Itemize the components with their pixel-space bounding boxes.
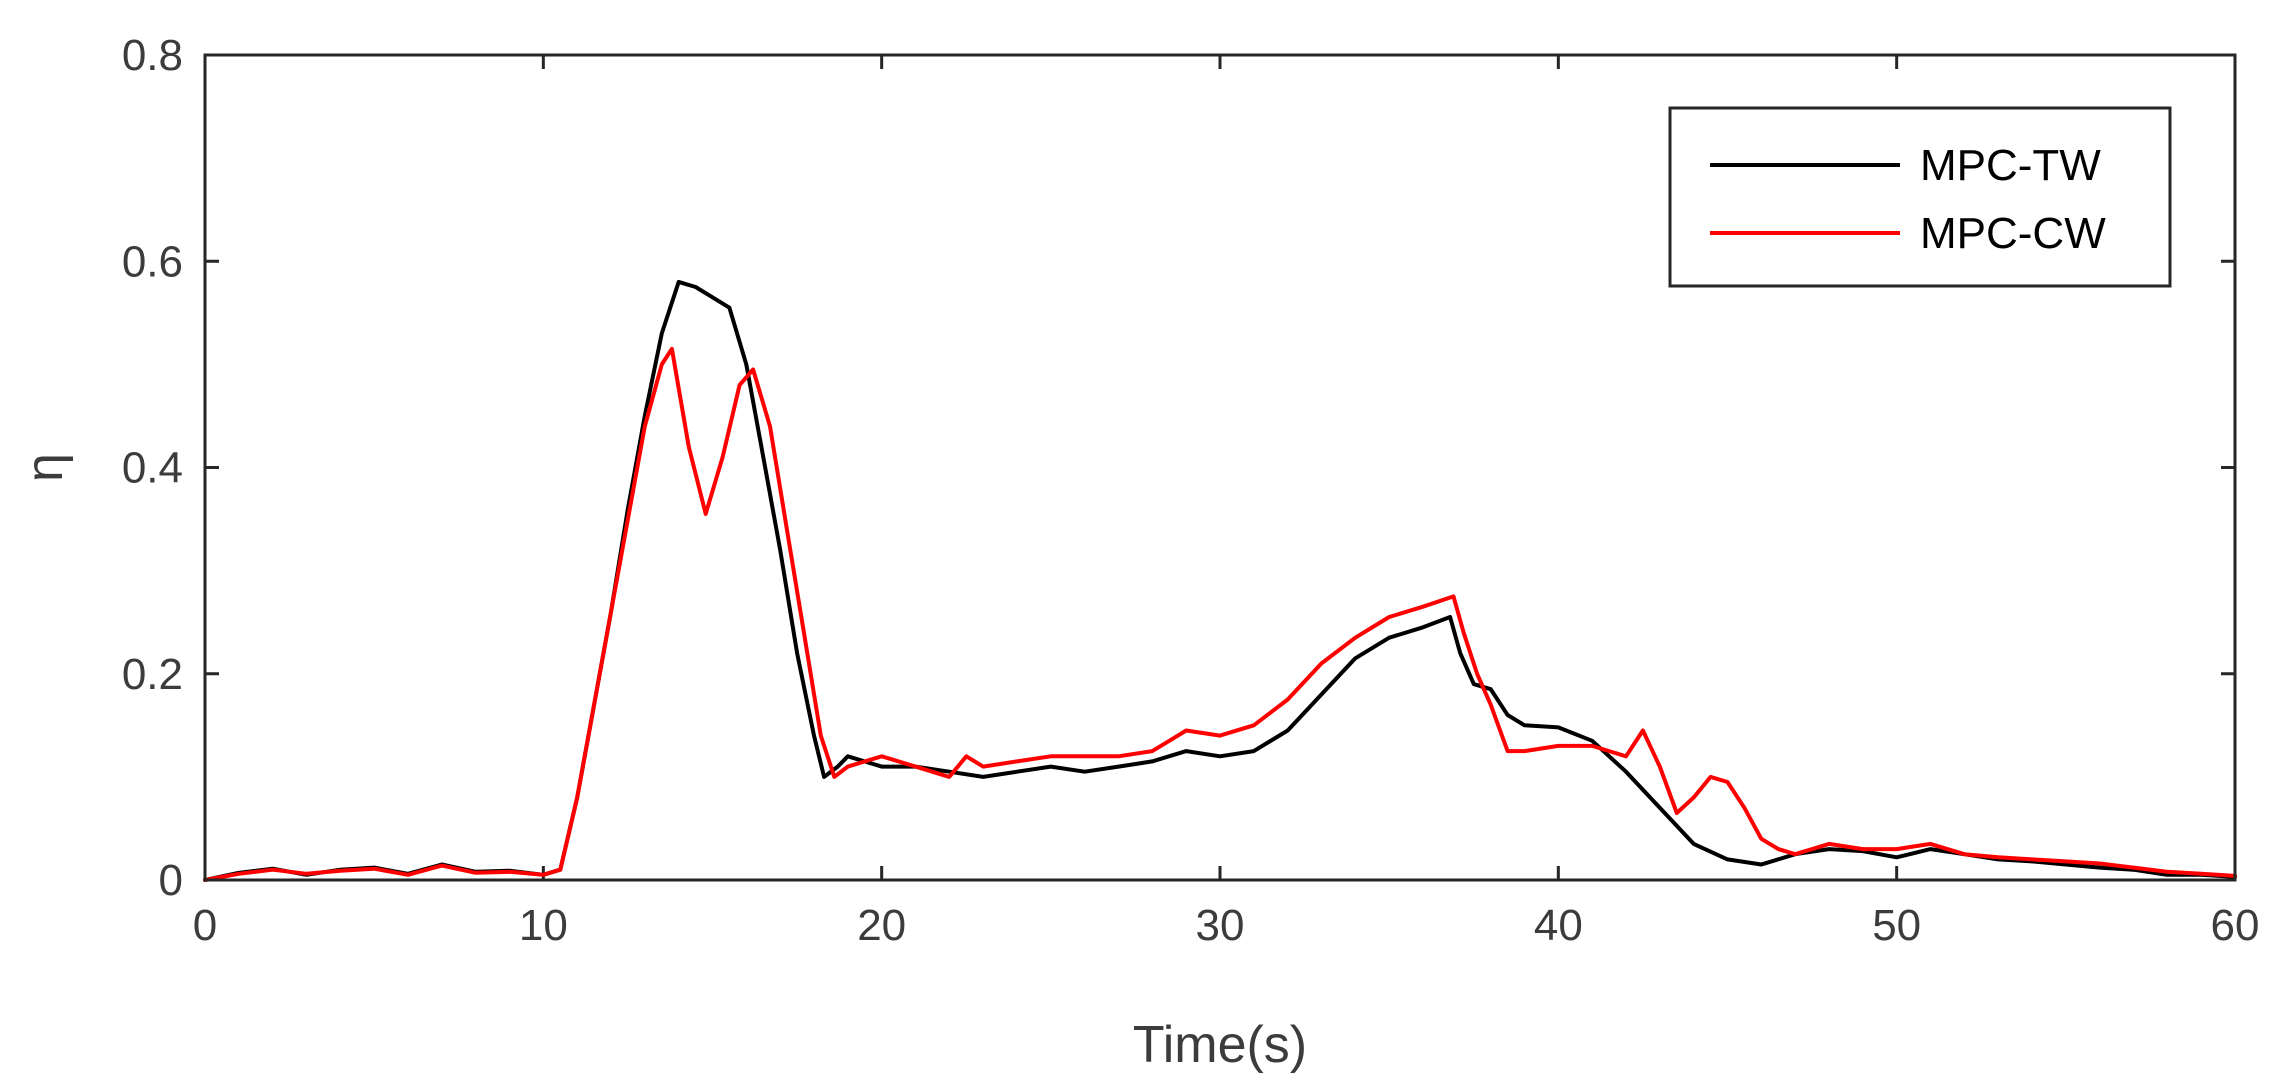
legend-box (1668, 106, 2172, 288)
x-axis-ticks: 0 10 20 30 40 50 60 (193, 55, 2260, 950)
x-tick-label: 10 (519, 901, 568, 950)
y-tick-label: 0.8 (122, 31, 183, 80)
x-axis-label: Time(s) (1133, 1016, 1307, 1074)
series-line-mpc-cw (203, 346, 2237, 882)
x-tick-label: 50 (1872, 901, 1921, 950)
y-axis-ticks: 0 0.2 0.4 0.6 0.8 (122, 31, 2235, 905)
y-tick-label: 0.2 (122, 650, 183, 699)
x-tick-label: 0 (193, 901, 217, 950)
plot-area-frame (203, 53, 2237, 882)
y-tick-label: 0.6 (122, 237, 183, 286)
y-tick-label: 0.4 (122, 444, 183, 493)
x-tick-label: 60 (2211, 901, 2260, 950)
y-axis-label: η (16, 453, 74, 482)
x-tick-label: 30 (1196, 901, 1245, 950)
series-layer (203, 279, 2237, 882)
legend-entry-label: MPC-TW (1920, 141, 2101, 190)
legend: MPC-TW MPC-CW (1668, 106, 2172, 288)
x-tick-label: 20 (857, 901, 906, 950)
x-tick-label: 40 (1534, 901, 1583, 950)
legend-entry-label: MPC-CW (1920, 209, 2106, 258)
y-tick-label: 0 (159, 856, 183, 905)
